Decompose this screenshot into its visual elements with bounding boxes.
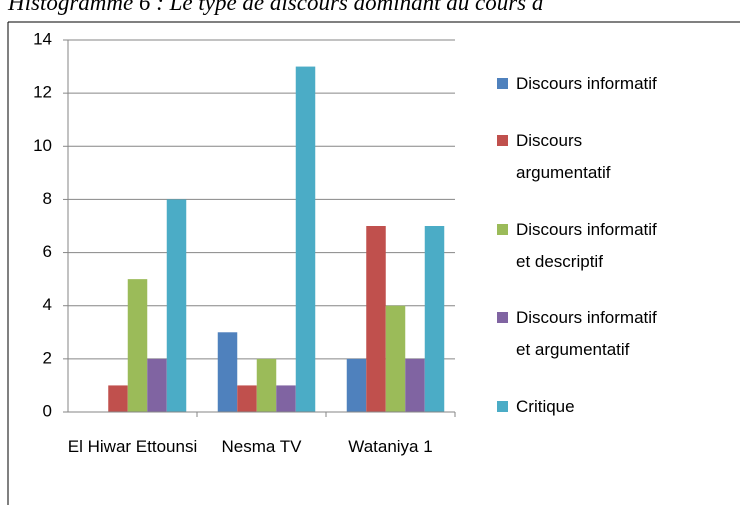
bar xyxy=(276,385,296,412)
bar xyxy=(147,358,167,412)
legend-entry: Discours informatif xyxy=(497,68,669,100)
bar xyxy=(346,358,367,412)
legend-entry: Critique xyxy=(497,391,669,423)
legend-label: Discours argumentatif xyxy=(516,130,611,182)
legend-label: Discours informatif xyxy=(516,74,657,93)
legend-swatch xyxy=(497,134,508,146)
x-tick-label: El Hiwar Ettounsi xyxy=(67,437,198,456)
x-tick-label: Wataniya 1 xyxy=(348,437,433,456)
legend-label: Discours informatif et descriptif xyxy=(516,219,657,271)
legend-entry: Discours informatif et argumentatif xyxy=(497,302,669,366)
legend-label: Discours informatif et argumentatif xyxy=(516,308,657,360)
bar xyxy=(108,385,128,412)
bar xyxy=(217,332,238,412)
y-tick-label: 14 xyxy=(33,29,52,48)
legend-entry: Discours informatif et descriptif xyxy=(497,214,669,278)
y-tick-label: 8 xyxy=(43,189,52,208)
bar xyxy=(295,66,316,413)
bar xyxy=(256,358,277,412)
legend-label: Critique xyxy=(516,397,575,416)
legend-swatch xyxy=(497,401,508,412)
y-tick-label: 6 xyxy=(43,242,52,261)
y-tick-label: 12 xyxy=(33,83,52,102)
legend-swatch xyxy=(497,312,508,324)
bar xyxy=(366,226,386,412)
x-tick-label: Nesma TV xyxy=(221,437,302,456)
chart-title: Histogramme 6 : Le type de discours domi… xyxy=(8,0,544,15)
bar xyxy=(424,226,445,412)
y-tick-label: 2 xyxy=(43,348,52,367)
y-tick-label: 0 xyxy=(43,401,52,420)
legend-entry: Discours argumentatif xyxy=(497,125,669,189)
y-tick-label: 4 xyxy=(43,295,52,314)
legend-swatch xyxy=(497,78,508,89)
bar xyxy=(385,305,406,412)
legend-swatch xyxy=(497,223,508,235)
bar xyxy=(127,279,148,412)
bar xyxy=(237,385,257,412)
y-tick-label: 10 xyxy=(33,136,52,155)
bar xyxy=(166,199,187,412)
bar xyxy=(405,358,425,412)
legend: Discours informatif Discours argumentatif… xyxy=(497,68,669,423)
